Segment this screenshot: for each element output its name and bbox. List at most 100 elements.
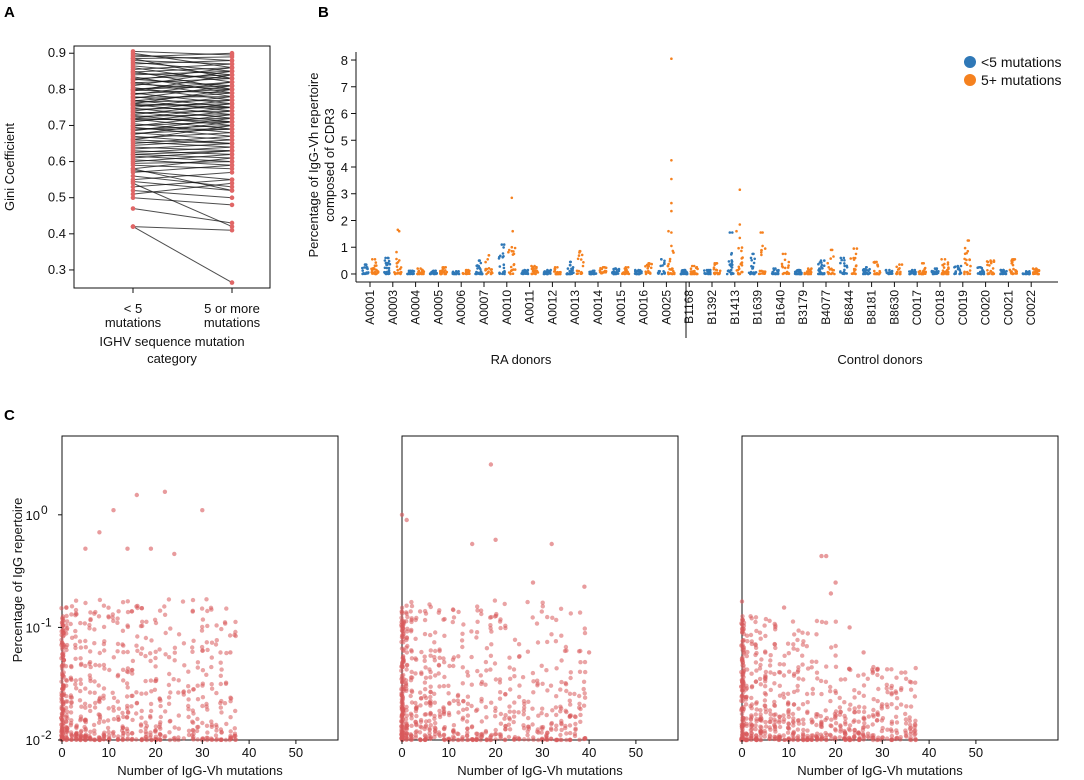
c1-point-43	[59, 679, 64, 684]
c2-point-618	[535, 640, 541, 645]
c2-point-336	[558, 732, 563, 738]
c1-point-189	[209, 686, 215, 691]
c1-point-74	[195, 660, 201, 665]
c1-point-276	[209, 607, 214, 612]
b-point-lt5-C0017-16	[914, 272, 917, 276]
c3-highlight-2	[833, 580, 838, 585]
b-point-ge5-C0019-19	[964, 261, 967, 265]
c3-point-435	[763, 633, 768, 639]
c2-point-572	[422, 617, 428, 623]
c3-point-502	[884, 682, 889, 687]
c3-point-441	[814, 618, 820, 624]
c2-point-569	[484, 646, 490, 651]
c1-point-101	[106, 729, 111, 735]
b-point-lt5-B1639-17	[754, 271, 758, 274]
c2-point-557	[408, 629, 414, 634]
b-point-ge5-B1640-10	[781, 265, 785, 269]
c1-point-170	[110, 615, 115, 620]
c3-point-545	[790, 732, 795, 738]
c3-point-215	[833, 709, 839, 714]
c3-point-410	[785, 641, 791, 646]
c2-point-29	[498, 625, 503, 631]
c3-point-106	[801, 717, 806, 722]
c1-point-238	[219, 626, 224, 632]
c2-point-121	[423, 719, 429, 724]
c3-point-594	[748, 721, 753, 726]
c3-point-525	[888, 727, 894, 732]
b-xtick-label-B8181: B8181	[865, 290, 879, 325]
c1-point-625	[93, 700, 98, 706]
b-point-ge5-A0013-11	[577, 269, 581, 273]
b-ytick-label-0: 0	[341, 267, 348, 282]
b-max-ge5-B6844	[852, 247, 856, 250]
c1-point-35	[111, 655, 117, 660]
c3-point-347	[852, 695, 857, 700]
c2-point-422	[409, 675, 415, 680]
c1-point-360	[228, 729, 233, 734]
c1-point-64	[182, 663, 187, 668]
c2-point-516	[530, 670, 536, 676]
b-point-ge5-A0007-11	[487, 270, 490, 274]
c2-point-90	[568, 702, 573, 707]
b-point-lt5-B6844-7	[840, 258, 843, 262]
c2-point-372	[433, 630, 438, 635]
b-point-lt5-A0013-23	[569, 271, 572, 275]
c1-point-504	[59, 606, 64, 611]
a-ytick-label-1: 0.4	[48, 226, 66, 241]
c3-point-496	[757, 666, 763, 671]
c2-point-445	[558, 687, 563, 692]
b-point-ge5-B1413-20	[737, 267, 741, 271]
c1-point-405	[77, 698, 83, 703]
c3-point-200	[796, 665, 801, 670]
c2-point-304	[478, 608, 484, 613]
c3-point-358	[880, 735, 885, 740]
c3-point-543	[801, 727, 806, 733]
c1-point-484	[121, 678, 126, 683]
c1-point-308	[191, 687, 196, 692]
c3-point-548	[758, 737, 763, 743]
c2-point-222	[399, 668, 404, 673]
c1-highlight-1	[162, 489, 168, 494]
b-point-lt5-A0016-24	[635, 272, 638, 276]
point-ge5-18	[229, 65, 235, 70]
c2-point-67	[493, 727, 498, 733]
c2-zero-point-61	[400, 680, 405, 685]
c2-point-398	[489, 700, 494, 705]
c3-point-464	[889, 683, 894, 689]
c2-point-567	[464, 719, 470, 724]
b-point-lt5-A0003-18	[387, 259, 391, 263]
c3-point-422	[879, 704, 884, 709]
b-point-lt5-C0019-0	[959, 264, 963, 268]
c2-point-130	[465, 673, 471, 678]
c3-point-262	[791, 671, 797, 677]
c3-point-225	[829, 717, 834, 722]
b-point-lt5-A0010-5	[497, 257, 501, 260]
c2-point-131	[456, 654, 461, 659]
b-xtick-label-A0006: A0006	[454, 290, 468, 325]
c2-point-470	[572, 731, 578, 737]
c2-point-627	[577, 701, 582, 706]
point-ge5-20	[229, 76, 235, 81]
c1-point-614	[69, 737, 74, 742]
c3-point-633	[903, 721, 909, 726]
c2-point-299	[428, 653, 433, 658]
b-point-ge5-A0001-13	[375, 268, 378, 272]
c1-point-474	[139, 646, 145, 651]
c3-point-204	[856, 704, 862, 709]
c2-point-233	[447, 700, 452, 706]
c1-point-581	[143, 653, 148, 659]
c1-point-600	[102, 648, 107, 653]
c2-point-468	[564, 737, 569, 743]
pair-line-78	[132, 157, 233, 170]
pair-line-89	[132, 226, 233, 231]
c3-point-446	[800, 630, 805, 635]
b-ytick-label-8: 8	[341, 53, 348, 68]
c2-point-521	[456, 737, 461, 743]
pair-line-90	[132, 56, 233, 60]
point-ge5-77	[229, 166, 235, 172]
c3-point-559	[832, 714, 838, 719]
c1-point-467	[88, 678, 93, 684]
c2-point-594	[428, 684, 433, 689]
c1-point-599	[218, 660, 223, 665]
c1-point-6	[186, 684, 191, 689]
